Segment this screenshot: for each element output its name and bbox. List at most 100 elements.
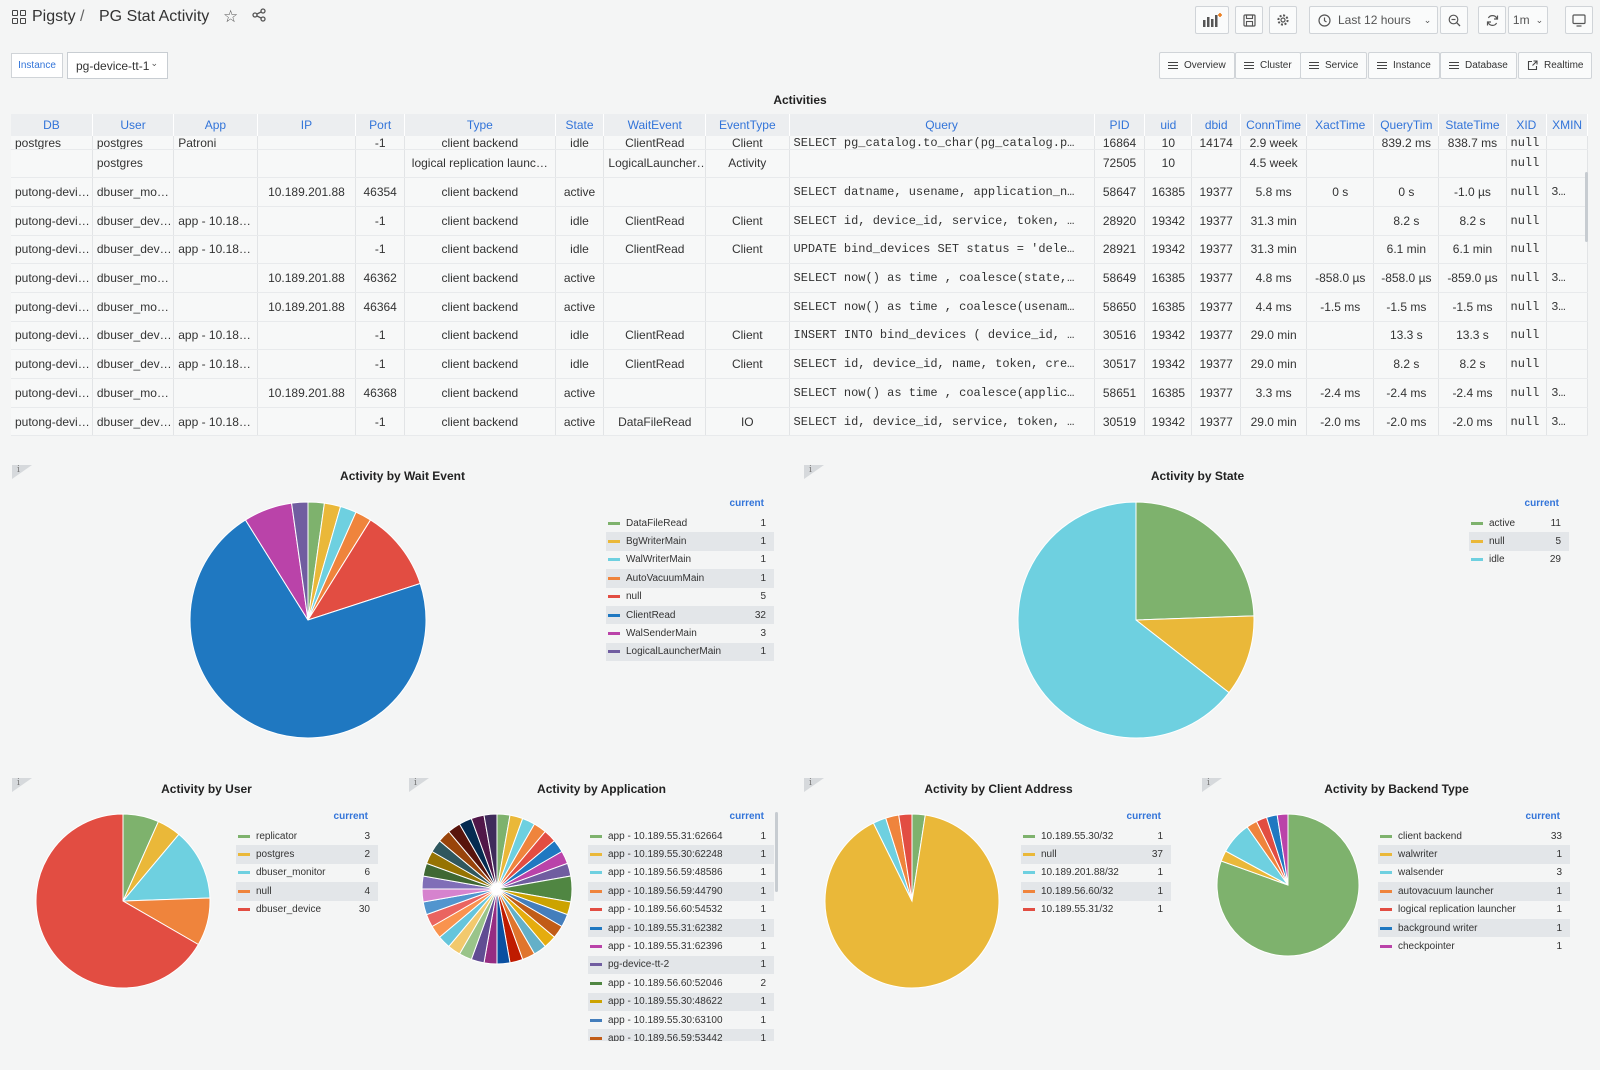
breadcrumb-root[interactable]: Pigsty <box>32 8 76 25</box>
legend-item[interactable]: BgWriterMain 1 <box>606 532 774 551</box>
pie-slice[interactable] <box>1134 615 1255 694</box>
legend-item[interactable]: autovacuum launcher 1 <box>1378 882 1570 901</box>
legend-item[interactable]: null 5 <box>606 588 774 606</box>
legend-item[interactable]: walwriter 1 <box>1378 845 1570 864</box>
column-header[interactable]: IP <box>257 114 357 136</box>
table-scrollbar[interactable] <box>1585 172 1588 242</box>
column-header[interactable]: XMIN <box>1546 114 1588 136</box>
legend-header[interactable]: current <box>729 811 764 822</box>
legend-item[interactable]: AutoVacuumMain 1 <box>606 569 774 588</box>
panel-info-icon[interactable]: i <box>804 778 824 792</box>
legend-item[interactable]: app - 10.189.55.30:48622 1 <box>588 992 774 1011</box>
column-header[interactable]: QueryTim <box>1373 114 1440 136</box>
table-row[interactable]: putong-devi… dbuser_mo… 10.189.201.88 46362… <box>11 263 1588 293</box>
table-row[interactable]: putong-devi… dbuser_dev… app - 10.18… -1 cli… <box>11 235 1588 265</box>
legend-item[interactable]: dbuser_device 30 <box>236 901 378 919</box>
pie-slice[interactable] <box>483 813 498 890</box>
legend-item[interactable]: dbuser_monitor 6 <box>236 864 378 882</box>
nav-link-realtime[interactable]: Realtime <box>1518 52 1593 79</box>
legend-header[interactable]: current <box>1126 811 1161 822</box>
time-range-picker[interactable]: Last 12 hours ⌄ <box>1309 6 1438 34</box>
instance-variable-select[interactable]: pg-device-tt-1 ⌄ <box>67 52 168 79</box>
nav-link-instance[interactable]: Instance <box>1368 52 1440 79</box>
legend-item[interactable]: pg-device-tt-2 1 <box>588 955 774 975</box>
pie-slice[interactable] <box>189 519 427 739</box>
pie-slice[interactable] <box>306 519 421 621</box>
pie-slice[interactable] <box>291 501 309 621</box>
nav-link-overview[interactable]: Overview <box>1159 52 1235 79</box>
zoom-out-button[interactable] <box>1440 6 1468 34</box>
pie-slice[interactable] <box>1017 501 1230 739</box>
apps-grid-icon[interactable] <box>12 10 26 24</box>
refresh-button[interactable] <box>1478 6 1506 34</box>
table-row[interactable]: putong-devi… dbuser_mo… 10.189.201.88 46368… <box>11 378 1588 408</box>
column-header[interactable]: XactTime <box>1306 114 1375 136</box>
column-header[interactable]: uid <box>1144 114 1193 136</box>
legend-item[interactable]: 10.189.55.31/32 1 <box>1021 901 1171 919</box>
legend-item[interactable]: postgres 2 <box>236 845 378 864</box>
table-row[interactable]: postgres logical replication launc… Logica… <box>11 149 1588 179</box>
legend-scrollbar[interactable] <box>775 812 778 892</box>
legend-item[interactable]: null 5 <box>1469 532 1569 551</box>
pie-slice[interactable] <box>1276 813 1289 886</box>
legend-item[interactable]: app - 10.189.56.59:44790 1 <box>588 882 774 901</box>
legend-item[interactable]: background writer 1 <box>1378 918 1570 938</box>
table-row[interactable]: putong-devi… dbuser_dev… app - 10.18… -1 cli… <box>11 206 1588 236</box>
legend-item[interactable]: 10.189.55.30/32 1 <box>1021 827 1171 845</box>
legend-item[interactable]: app - 10.189.55.31:62396 1 <box>588 937 774 955</box>
column-header[interactable]: Query <box>789 114 1095 136</box>
column-header[interactable]: dbid <box>1191 114 1242 136</box>
legend-item[interactable]: app - 10.189.56.60:52046 2 <box>588 974 774 992</box>
legend-application-viewport[interactable]: current app - 10.189.55.31:62664 1 app - 10… <box>588 811 778 1041</box>
nav-link-database[interactable]: Database <box>1440 52 1517 79</box>
column-header[interactable]: State <box>555 114 605 136</box>
legend-item[interactable]: app - 10.189.56.59:48586 1 <box>588 864 774 882</box>
legend-item[interactable]: DataFileRead 1 <box>606 514 774 532</box>
legend-item[interactable]: walsender 3 <box>1378 864 1570 882</box>
legend-item[interactable]: app - 10.189.55.31:62664 1 <box>588 827 774 845</box>
column-header[interactable]: StateTime <box>1438 114 1507 136</box>
column-header[interactable]: PID <box>1094 114 1146 136</box>
legend-item[interactable]: LogicalLauncherMain 1 <box>606 642 774 662</box>
legend-item[interactable]: 10.189.201.88/32 1 <box>1021 864 1171 882</box>
star-icon[interactable]: ☆ <box>223 7 239 26</box>
legend-item[interactable]: app - 10.189.55.31:62382 1 <box>588 918 774 938</box>
legend-item[interactable]: app - 10.189.56.59:53442 1 <box>588 1029 774 1041</box>
panel-info-icon[interactable]: i <box>12 778 32 792</box>
column-header[interactable]: Type <box>404 114 556 136</box>
table-row[interactable]: putong-devi… dbuser_dev… app - 10.18… -1 cli… <box>11 321 1588 351</box>
refresh-interval-picker[interactable]: 1m ⌄ <box>1508 6 1548 34</box>
legend-item[interactable]: app - 10.189.56.60:54532 1 <box>588 901 774 919</box>
legend-item[interactable]: null 4 <box>236 882 378 901</box>
nav-link-cluster[interactable]: Cluster <box>1235 52 1301 79</box>
table-row[interactable]: putong-devi… dbuser_mo… 10.189.201.88 46354… <box>11 177 1588 207</box>
legend-header[interactable]: current <box>729 498 764 509</box>
table-row[interactable]: putong-devi… dbuser_mo… 10.189.201.88 46364… <box>11 292 1588 322</box>
pie-slice[interactable] <box>121 833 211 902</box>
panel-info-icon[interactable]: i <box>1202 778 1222 792</box>
panel-info-icon[interactable]: i <box>804 465 824 479</box>
nav-link-service[interactable]: Service <box>1300 52 1368 79</box>
legend-item[interactable]: idle 29 <box>1469 551 1569 569</box>
legend-item[interactable]: client backend 33 <box>1378 827 1570 845</box>
column-header[interactable]: XID <box>1506 114 1548 136</box>
pie-slice[interactable] <box>35 813 200 989</box>
legend-header[interactable]: current <box>1525 811 1560 822</box>
share-icon[interactable] <box>252 8 266 25</box>
panel-info-icon[interactable]: i <box>12 465 32 479</box>
column-header[interactable]: Port <box>355 114 406 136</box>
column-header[interactable]: DB <box>11 114 93 136</box>
settings-button[interactable] <box>1269 6 1297 34</box>
column-header[interactable]: User <box>92 114 175 136</box>
table-row[interactable]: putong-devi… dbuser_dev… app - 10.18… -1 cli… <box>11 407 1588 437</box>
table-row[interactable]: putong-devi… dbuser_dev… app - 10.18… -1 cli… <box>11 349 1588 379</box>
pie-slice[interactable] <box>1135 501 1255 621</box>
pie-slice[interactable] <box>824 814 1000 989</box>
tv-mode-button[interactable] <box>1565 6 1593 34</box>
column-header[interactable]: App <box>173 114 258 136</box>
column-header[interactable]: EventType <box>705 114 790 136</box>
legend-item[interactable]: checkpointer 1 <box>1378 937 1570 955</box>
legend-item[interactable]: ClientRead 32 <box>606 605 774 625</box>
legend-item[interactable]: active 11 <box>1469 514 1569 532</box>
legend-item[interactable]: logical replication launcher 1 <box>1378 901 1570 919</box>
